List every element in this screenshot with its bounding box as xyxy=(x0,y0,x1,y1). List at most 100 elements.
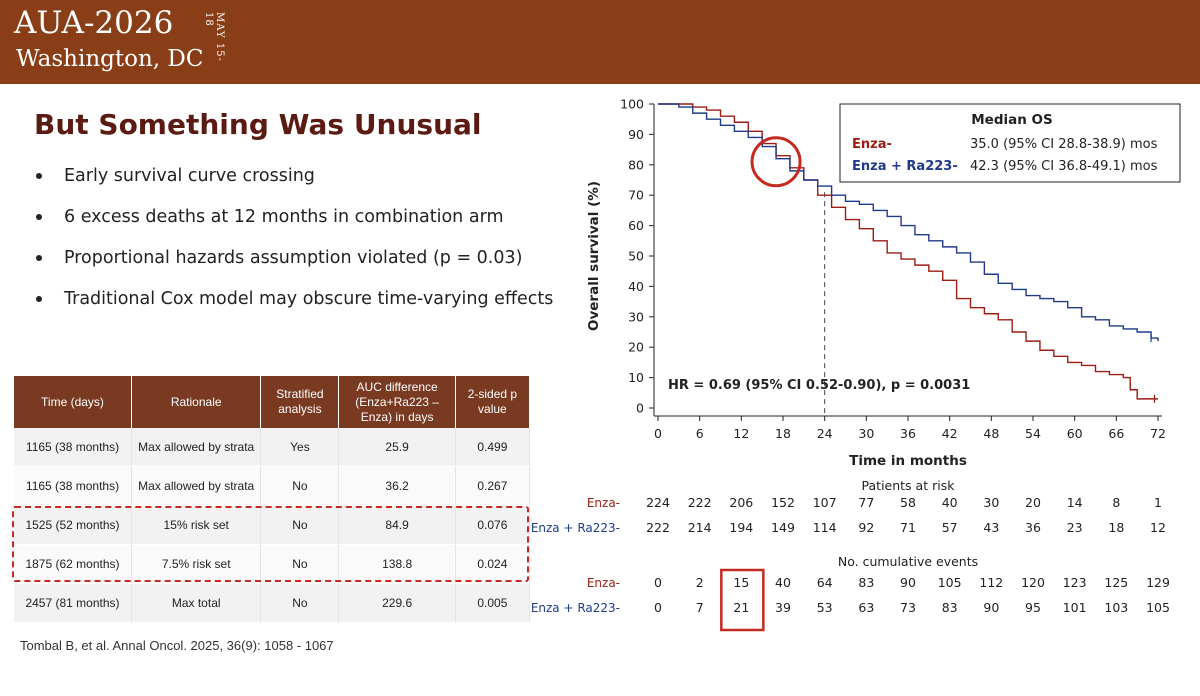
bullet-text: 6 excess deaths at 12 months in combinat… xyxy=(64,207,504,227)
y-tick-label: 100 xyxy=(620,97,644,112)
x-tick-label: 42 xyxy=(942,426,958,441)
table-cell: 1525 (52 months) xyxy=(14,505,132,545)
bullet-item: Proportional hazards assumption violated… xyxy=(34,242,564,283)
table-row: 2457 (81 months) Max total No 229.6 0.00… xyxy=(14,583,531,623)
y-tick-label: 50 xyxy=(628,249,644,264)
risk-value: 40 xyxy=(942,495,958,510)
risk-row-label: Enza- xyxy=(587,576,620,590)
risk-value: 83 xyxy=(858,575,874,590)
table-row: 1165 (38 months) Max allowed by strata Y… xyxy=(14,428,531,467)
bullet-text: Proportional hazards assumption violated… xyxy=(64,248,523,268)
risk-value: 36 xyxy=(1025,520,1041,535)
x-tick-label: 18 xyxy=(775,426,791,441)
risk-value: 73 xyxy=(900,600,916,615)
x-tick-label: 24 xyxy=(817,426,833,441)
y-tick-label: 30 xyxy=(628,309,644,324)
risk-value: 12 xyxy=(1150,520,1166,535)
table-cell: Max allowed by strata xyxy=(131,466,262,506)
combo-survival-curve xyxy=(658,103,1159,342)
risk-value: 222 xyxy=(646,520,670,535)
enza-survival-curve xyxy=(658,103,1158,400)
risk-value: 95 xyxy=(1025,600,1041,615)
bullet-list: Early survival curve crossing 6 excess d… xyxy=(34,160,564,324)
conference-dates: MAY 15-18 xyxy=(203,12,225,62)
x-tick-label: 6 xyxy=(696,426,704,441)
risk-value: 39 xyxy=(775,600,791,615)
table-cell: Max total xyxy=(131,583,262,623)
y-tick-label: 60 xyxy=(628,218,644,233)
risk-value: 90 xyxy=(983,600,999,615)
column-header-time: Time (days) xyxy=(14,376,132,428)
table-cell: Max allowed by strata xyxy=(131,428,262,467)
table-cell: 1165 (38 months) xyxy=(14,466,132,506)
column-header-auc: AUC difference (Enza+Ra223 – Enza) in da… xyxy=(338,376,456,428)
risk-value: 2 xyxy=(696,575,704,590)
risk-row-label: Enza + Ra223- xyxy=(531,601,620,615)
y-tick-label: 90 xyxy=(628,127,644,142)
table-cell: 229.6 xyxy=(338,583,456,623)
risk-value: 101 xyxy=(1063,600,1087,615)
risk-value: 64 xyxy=(817,575,833,590)
x-tick-label: 66 xyxy=(1108,426,1124,441)
table-cell: 25.9 xyxy=(338,428,456,467)
y-tick-label: 70 xyxy=(628,188,644,203)
column-header-rationale: Rationale xyxy=(131,376,262,428)
risk-value: 21 xyxy=(733,600,749,615)
table-cell: 1165 (38 months) xyxy=(14,428,132,467)
bullet-item: Early survival curve crossing xyxy=(34,160,564,201)
x-tick-label: 0 xyxy=(654,426,662,441)
risk-value: 114 xyxy=(813,520,837,535)
conference-banner: AUA-2026 Washington, DC MAY 15-18 xyxy=(0,0,1200,84)
risk-table-title: No. cumulative events xyxy=(838,554,978,569)
table-cell: 7.5% risk set xyxy=(131,544,262,584)
hazard-ratio-annotation: HR = 0.69 (95% CI 0.52-0.90), p = 0.0031 xyxy=(668,378,970,393)
column-header-pvalue: 2-sided p value xyxy=(455,376,531,428)
auc-table: Time (days) Rationale Stratified analysi… xyxy=(14,376,531,623)
risk-value: 149 xyxy=(771,520,795,535)
crossing-highlight-circle xyxy=(750,136,802,188)
legend-median-text: 35.0 (95% CI 28.8-38.9) mos xyxy=(970,137,1158,152)
risk-value: 20 xyxy=(1025,495,1041,510)
legend-median-text: 42.3 (95% CI 36.8-49.1) mos xyxy=(970,159,1158,174)
table-header-row: Time (days) Rationale Stratified analysi… xyxy=(14,376,531,428)
citation: Tombal B, et al. Annal Oncol. 2025, 36(9… xyxy=(20,638,334,653)
x-tick-label: 36 xyxy=(900,426,916,441)
risk-value: 77 xyxy=(858,495,874,510)
y-tick-label: 0 xyxy=(636,401,644,416)
legend-label: Enza- xyxy=(852,137,892,152)
risk-value: 1 xyxy=(1154,495,1162,510)
risk-value: 15 xyxy=(733,575,749,590)
table-cell: No xyxy=(260,466,340,506)
risk-value: 107 xyxy=(813,495,837,510)
table-cell: 0.024 xyxy=(455,544,531,584)
risk-value: 194 xyxy=(729,520,753,535)
risk-table-title: Patients at risk xyxy=(862,478,956,493)
risk-value: 125 xyxy=(1104,575,1128,590)
bullet-dot-icon xyxy=(36,255,42,261)
risk-value: 43 xyxy=(983,520,999,535)
risk-value: 83 xyxy=(942,600,958,615)
conference-title: AUA-2026 xyxy=(14,5,174,41)
risk-value: 123 xyxy=(1063,575,1087,590)
risk-value: 214 xyxy=(688,520,712,535)
risk-value: 90 xyxy=(900,575,916,590)
x-axis-title: Time in months xyxy=(849,453,967,469)
risk-value: 103 xyxy=(1104,600,1128,615)
x-tick-label: 12 xyxy=(733,426,749,441)
y-axis-title: Overall survival (%) xyxy=(586,181,602,331)
x-tick-label: 30 xyxy=(858,426,874,441)
risk-value: 0 xyxy=(654,600,662,615)
highlight-dashed-box xyxy=(12,506,529,582)
table-cell: No xyxy=(260,583,340,623)
table-cell: 0.005 xyxy=(455,583,531,623)
bullet-item: 6 excess deaths at 12 months in combinat… xyxy=(34,201,564,242)
table-cell: 1875 (62 months) xyxy=(14,544,132,584)
risk-value: 7 xyxy=(696,600,704,615)
legend-label: Enza + Ra223- xyxy=(852,159,958,174)
table-cell: 36.2 xyxy=(338,466,456,506)
risk-value: 224 xyxy=(646,495,670,510)
risk-row-label: Enza- xyxy=(587,496,620,510)
bullet-dot-icon xyxy=(36,296,42,302)
table-cell: No xyxy=(260,505,340,545)
x-tick-label: 72 xyxy=(1150,426,1166,441)
